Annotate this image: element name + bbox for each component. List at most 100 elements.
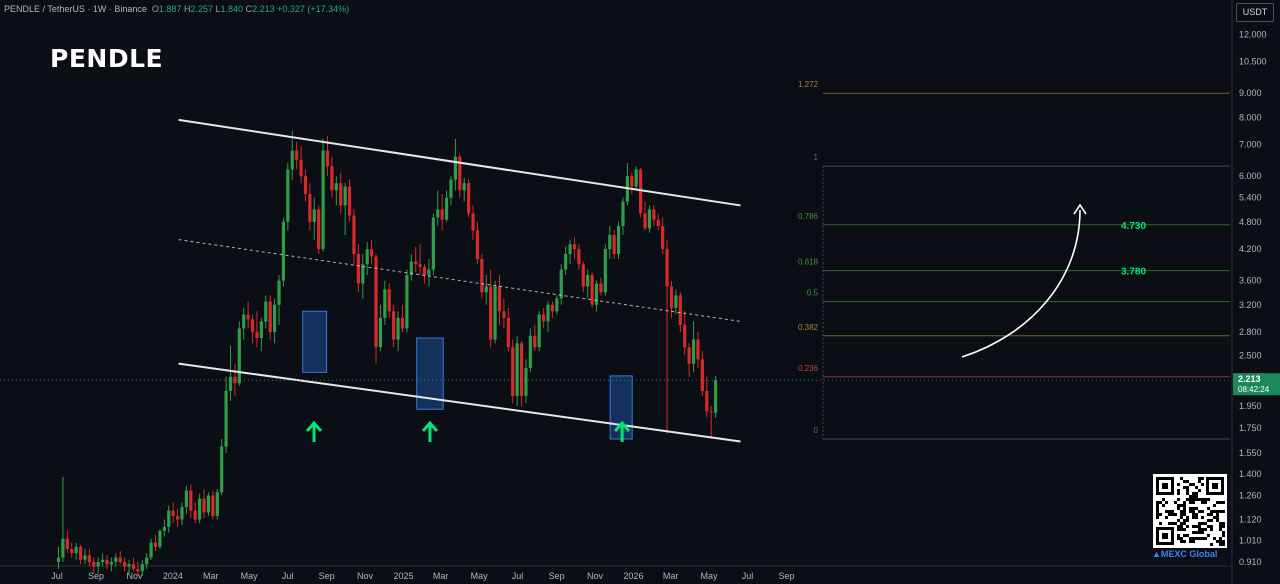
qr-module — [1180, 537, 1183, 540]
candle-body — [475, 230, 480, 260]
x-tick-label: May — [471, 571, 489, 581]
candle-body — [339, 183, 343, 206]
candle-body — [458, 156, 462, 191]
qr-module — [1192, 525, 1195, 528]
qr-module — [1216, 540, 1219, 543]
qr-module — [1162, 533, 1168, 539]
qr-module — [1174, 513, 1177, 516]
x-tick-label: Mar — [203, 571, 219, 581]
candle-body — [114, 557, 118, 562]
currency-button[interactable]: USDT — [1236, 3, 1274, 22]
qr-module — [1156, 504, 1159, 507]
qr-module — [1198, 528, 1201, 531]
candle-body — [334, 183, 338, 191]
qr-module — [1192, 513, 1195, 516]
qr-module — [1222, 525, 1225, 528]
qr-module — [1177, 525, 1180, 528]
qr-module — [1192, 516, 1195, 519]
candle-body — [396, 317, 400, 340]
candle-body — [193, 510, 197, 520]
qr-module — [1222, 534, 1225, 537]
qr-module — [1162, 504, 1165, 507]
candle-body — [206, 495, 211, 513]
candle-body — [691, 339, 696, 364]
qr-module — [1222, 501, 1225, 504]
qr-module — [1219, 540, 1222, 543]
candle-body — [312, 209, 316, 222]
y-tick-label: 7.000 — [1239, 140, 1262, 150]
qr-module — [1195, 507, 1198, 510]
candle-body — [550, 304, 555, 312]
qr-module — [1198, 489, 1201, 492]
brand-label: ▲MEXC Global — [1152, 549, 1218, 559]
qr-module — [1177, 504, 1180, 507]
candle-body — [665, 249, 669, 287]
y-tick-label: 1.120 — [1239, 515, 1262, 525]
qr-module — [1186, 498, 1189, 501]
candle-body — [105, 559, 109, 565]
qr-module — [1156, 507, 1159, 510]
qr-module — [1195, 513, 1198, 516]
qr-module — [1180, 504, 1183, 507]
fib-level-label: 1 — [814, 153, 819, 162]
target-label: 3.780 — [1121, 267, 1146, 278]
qr-module — [1156, 510, 1159, 513]
candle-body — [303, 176, 308, 194]
candle-body — [467, 183, 471, 214]
green-up-arrow — [613, 420, 631, 442]
channel-lower-line — [178, 362, 741, 443]
qr-module — [1219, 525, 1222, 528]
qr-module — [1204, 528, 1207, 531]
change-value: +0.327 (+17.34%) — [277, 4, 350, 14]
qr-module — [1201, 510, 1204, 513]
qr-module — [1207, 513, 1210, 516]
x-tick-label: Nov — [587, 571, 604, 581]
candle-body — [542, 314, 546, 322]
candle-body — [700, 359, 704, 391]
candle-body — [202, 498, 206, 513]
candle-body — [361, 264, 365, 284]
fib-level-label: 1.272 — [798, 80, 819, 89]
countdown-label: 08:42:24 — [1238, 385, 1270, 394]
last-price-label: 2.213 — [1238, 374, 1261, 384]
qr-module — [1189, 483, 1192, 486]
qr-module — [1213, 504, 1216, 507]
candle-body — [696, 339, 700, 360]
candle-body — [581, 264, 585, 287]
candle-body — [321, 150, 325, 250]
low-label: L — [215, 4, 221, 14]
candle-body — [590, 275, 594, 305]
x-tick-label: Jul — [51, 571, 63, 581]
candle-body — [519, 343, 524, 396]
candle-body — [440, 209, 444, 220]
x-tick-label: Mar — [663, 571, 679, 581]
qr-module — [1195, 531, 1198, 534]
high-value: 2.257 — [190, 4, 213, 14]
qr-module — [1183, 510, 1186, 513]
qr-module — [1195, 525, 1198, 528]
candle-body — [634, 169, 638, 187]
y-tick-label: 12.000 — [1239, 29, 1267, 39]
candle-body — [215, 492, 219, 516]
x-tick-label: Nov — [126, 571, 143, 581]
qr-module — [1189, 540, 1192, 543]
candle-body — [356, 254, 360, 284]
qr-module — [1201, 537, 1204, 540]
candle-body — [153, 542, 158, 547]
qr-module — [1180, 513, 1183, 516]
x-tick-label: Sep — [549, 571, 565, 581]
candle-body — [374, 256, 378, 348]
candle-body — [272, 304, 277, 333]
qr-module — [1183, 480, 1186, 483]
candle-body — [224, 390, 228, 447]
candle-body — [92, 562, 96, 567]
candle-body — [515, 343, 519, 396]
support-zone-box — [302, 310, 328, 373]
green-up-arrow — [421, 420, 439, 442]
candle-body — [506, 317, 510, 348]
candle-body — [427, 269, 431, 276]
fib-level-label: 0.618 — [798, 258, 819, 267]
candle-body — [365, 249, 369, 265]
